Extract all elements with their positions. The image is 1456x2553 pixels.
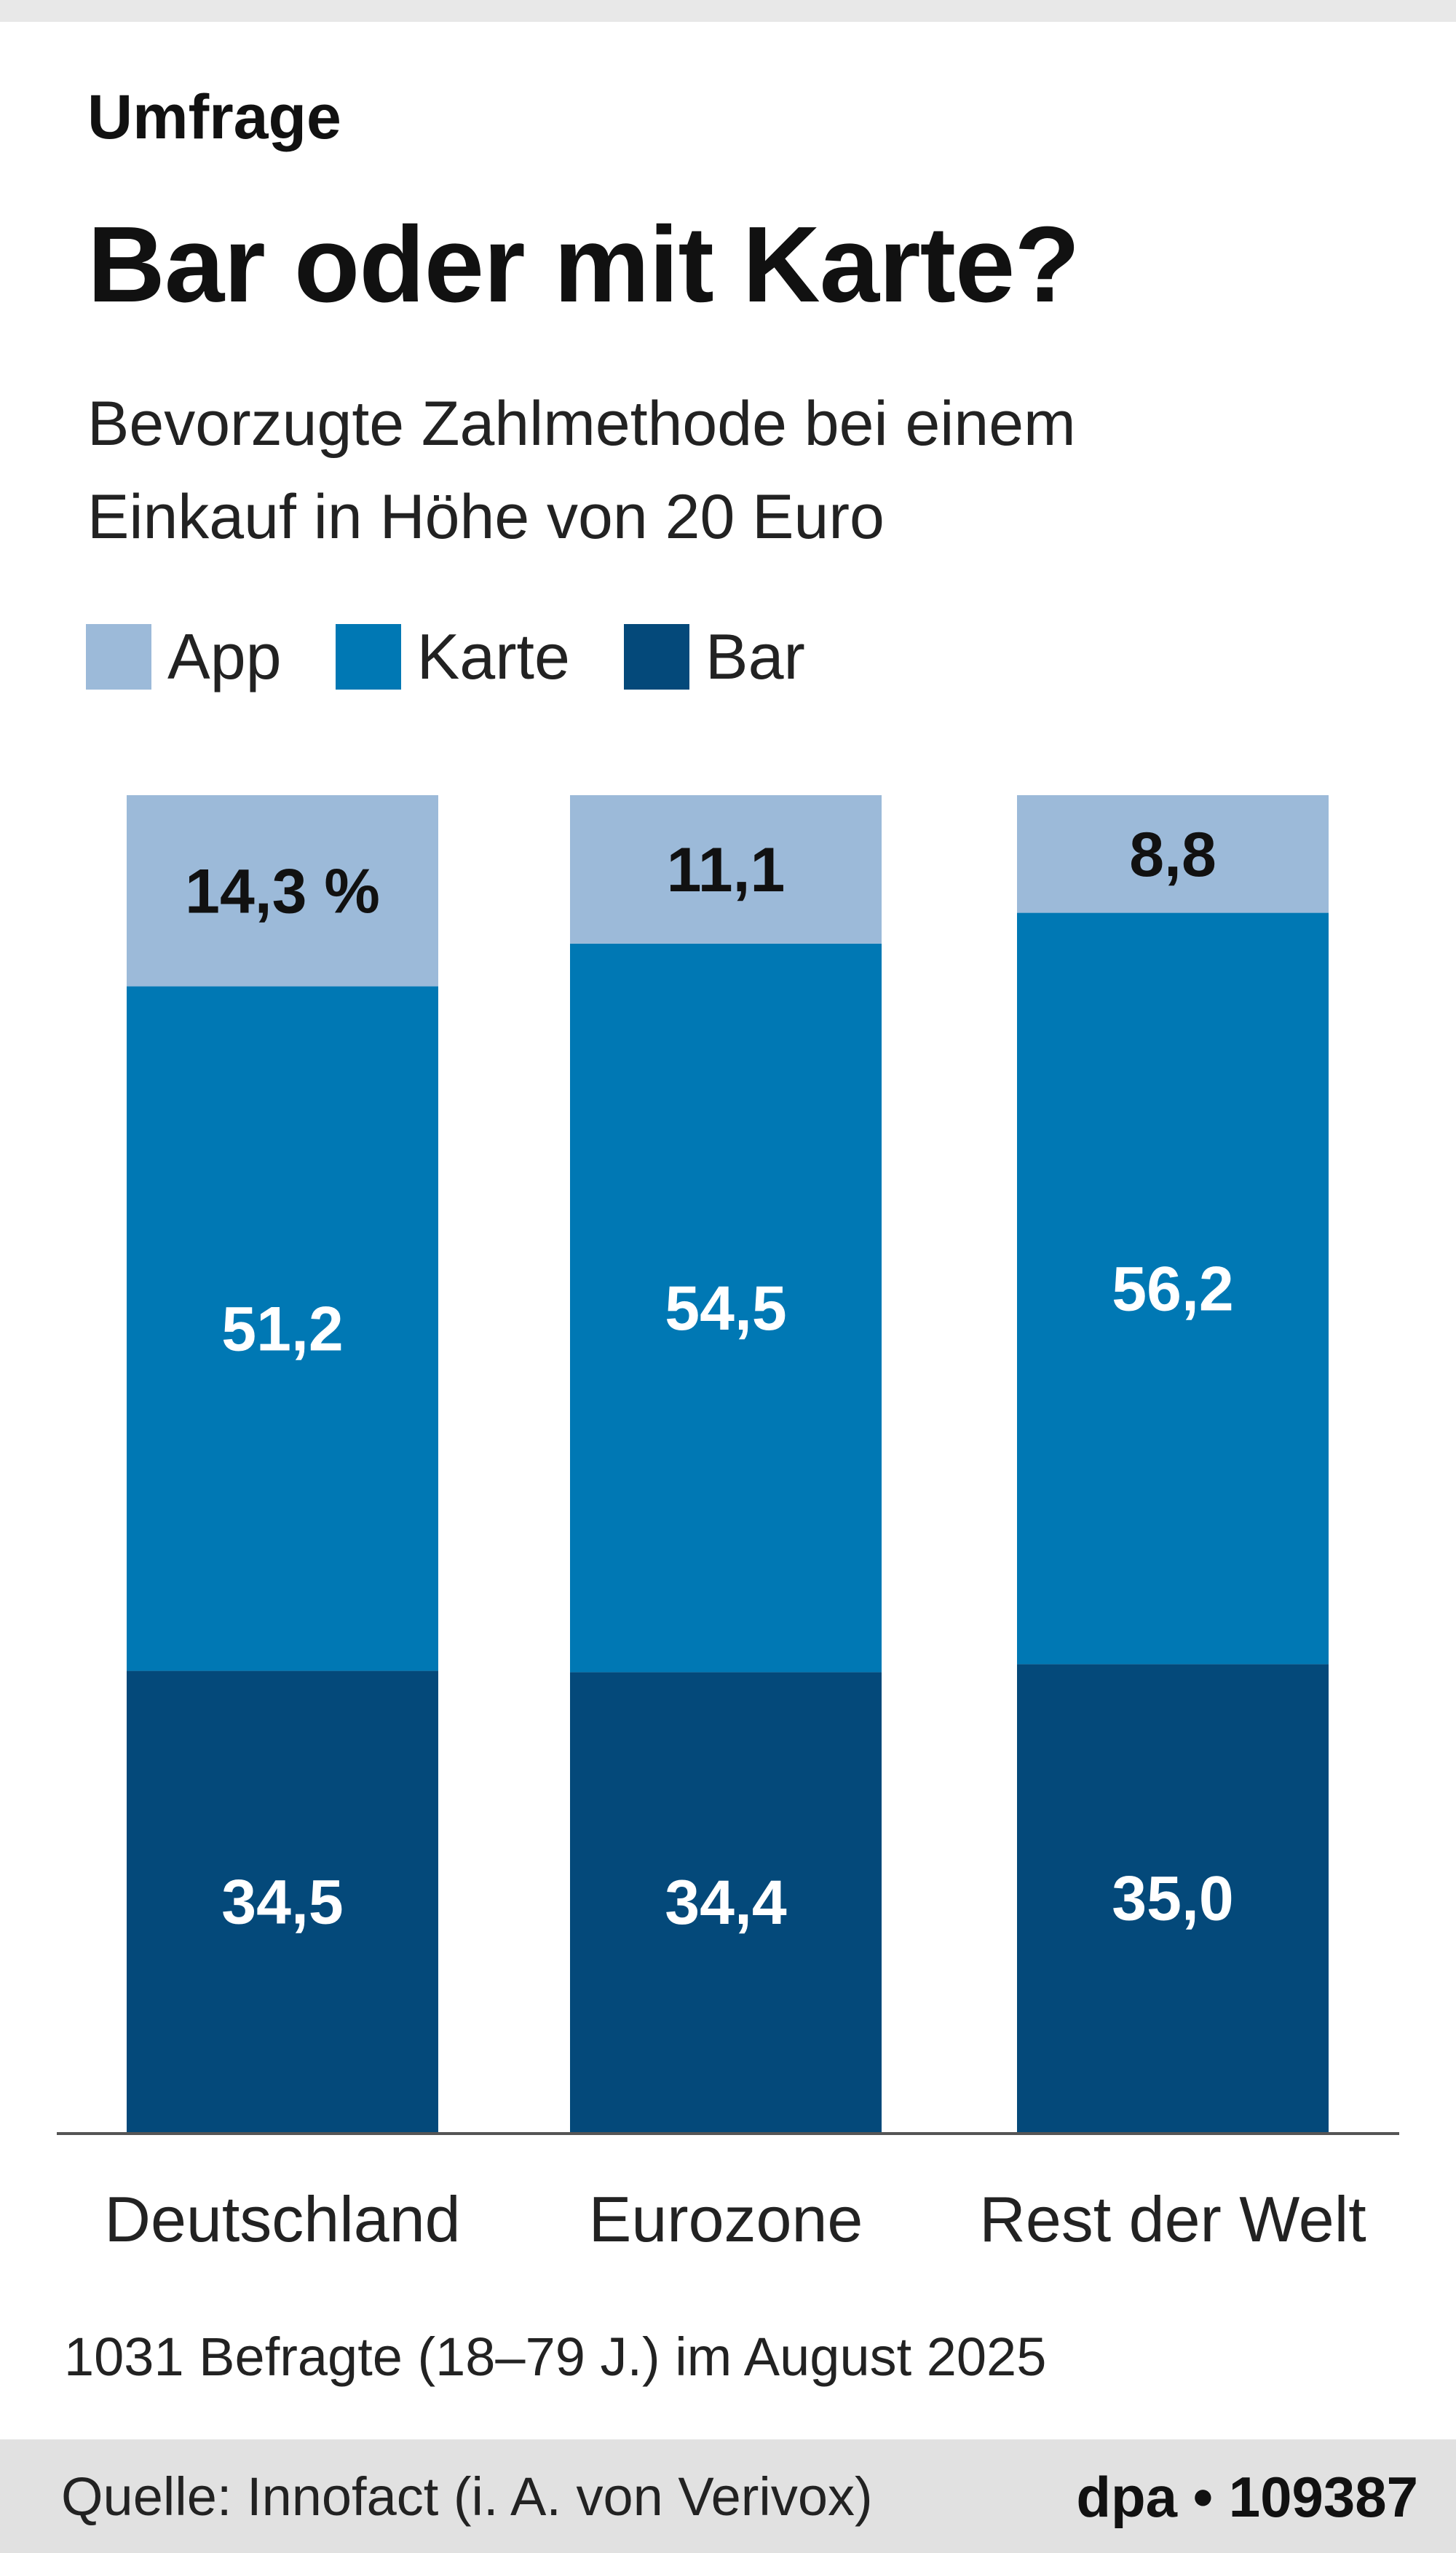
category-label-2: Eurozone xyxy=(589,2183,863,2255)
data-label-app-1: 14,3 % xyxy=(185,856,380,926)
subtitle-line-1: Bevorzugte Zahlmethode bei einem xyxy=(87,389,1076,459)
subtitle-line-2: Einkauf in Höhe von 20 Euro xyxy=(87,482,885,552)
footer: Quelle: Innofact (i. A. von Verivox) dpa… xyxy=(0,2439,1456,2553)
footnote: 1031 Befragte (18–79 J.) im August 2025 xyxy=(64,2327,1047,2387)
data-label-bar-1: 34,5 xyxy=(221,1867,343,1937)
data-label-karte-2: 54,5 xyxy=(665,1274,786,1343)
kicker: Umfrage xyxy=(87,82,341,152)
bar-segment-app-1 xyxy=(127,795,438,987)
data-label-app-2: 11,1 xyxy=(667,835,786,905)
bar-segment-karte-3 xyxy=(1017,912,1329,1665)
bar-segment-app-2 xyxy=(570,795,882,944)
source-text: Quelle: Innofact (i. A. von Verivox) xyxy=(61,2466,873,2527)
data-label-app-3: 8,8 xyxy=(1129,820,1216,890)
legend-label-bar: Bar xyxy=(705,620,805,692)
bar-segment-bar-2 xyxy=(570,1672,882,2132)
category-label-3: Rest der Welt xyxy=(979,2183,1366,2255)
legend-label-karte: Karte xyxy=(416,620,570,692)
legend: App Karte Bar xyxy=(86,620,859,693)
chart-subtitle: Bevorzugte Zahlmethode bei einem Einkauf… xyxy=(87,377,1398,564)
legend-item-bar: Bar xyxy=(623,620,805,692)
bar-segment-karte-1 xyxy=(127,986,438,1671)
bar-segment-app-3 xyxy=(1017,795,1329,913)
data-label-karte-3: 56,2 xyxy=(1112,1254,1233,1324)
legend-swatch-karte xyxy=(335,624,401,690)
legend-item-karte: Karte xyxy=(335,620,570,692)
legend-label-app: App xyxy=(167,620,282,692)
data-label-karte-1: 51,2 xyxy=(221,1295,343,1365)
data-label-bar-2: 34,4 xyxy=(665,1868,787,1938)
bar-segment-karte-2 xyxy=(570,943,882,1673)
legend-item-app: App xyxy=(86,624,282,690)
legend-swatch-bar xyxy=(623,624,689,690)
bar-segment-bar-3 xyxy=(1017,1664,1329,2132)
data-label-bar-3: 35,0 xyxy=(1112,1864,1233,1934)
agency-credit: dpa • 109387 xyxy=(1076,2465,1418,2529)
legend-swatch-app xyxy=(86,624,151,690)
bar-segment-bar-1 xyxy=(127,1670,438,2132)
chart-title: Bar oder mit Karte? xyxy=(87,205,1080,325)
category-label-1: Deutschland xyxy=(104,2183,460,2255)
